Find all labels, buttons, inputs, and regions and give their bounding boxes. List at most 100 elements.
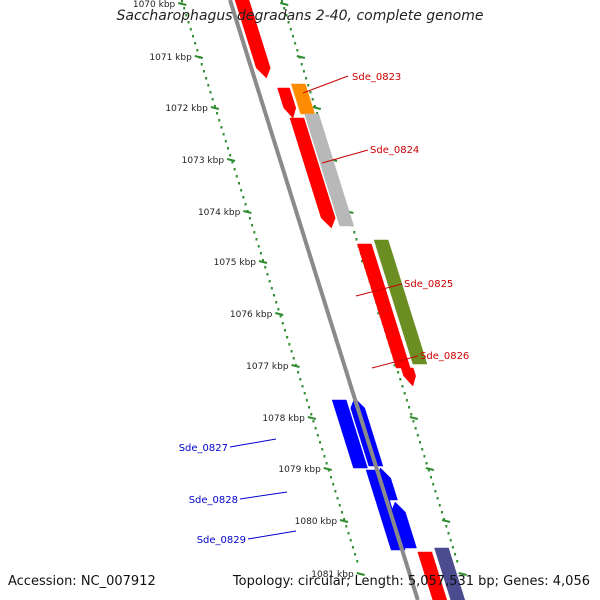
ruler-dot [281, 322, 284, 325]
gene-label: Sde_0827 [179, 443, 228, 454]
ruler-dots-left [181, 0, 359, 563]
ruler-tick [258, 260, 268, 264]
ruler-dot [187, 21, 190, 24]
ruler-tick-label: 1075 kbp [214, 258, 257, 268]
ruler-dot [235, 175, 238, 178]
forward-cds-feature [400, 367, 416, 387]
ruler-dot [397, 371, 400, 374]
ruler-tick-label: 1079 kbp [278, 465, 321, 475]
ruler-dot [434, 490, 437, 493]
ruler-tick-label: 1080 kbp [295, 517, 338, 527]
ruler-dot [287, 21, 290, 24]
ruler-tick [425, 467, 435, 471]
ruler-dot [349, 539, 352, 542]
ruler-dot [416, 434, 419, 437]
ruler-dot [445, 525, 448, 528]
gene-label: Sde_0824 [370, 145, 419, 156]
ruler-dot [283, 7, 286, 10]
ruler-tick [243, 210, 252, 214]
ruler-dot [251, 224, 254, 227]
gene-label: Sde_0826 [420, 351, 469, 362]
gene-leader-line [321, 149, 369, 164]
ruler-dot [451, 546, 454, 549]
ruler-dot [196, 49, 199, 52]
ruler-dot [191, 35, 194, 38]
ruler-dot [309, 91, 312, 94]
gene-label: Sde_0825 [404, 279, 453, 290]
ruler-dot [222, 133, 225, 136]
ruler-dot [305, 399, 308, 402]
accession-text: Accession: NC_007912 [8, 574, 156, 589]
ruler-tick-label: 1077 kbp [246, 362, 289, 372]
ruler-dot [270, 287, 273, 290]
ruler-dot [429, 476, 432, 479]
gene-label: Sde_0823 [352, 72, 401, 83]
ruler-dot [189, 28, 192, 31]
ruler-dot [316, 434, 319, 437]
ruler-tick [210, 106, 220, 110]
ruler-dot [286, 336, 289, 339]
ruler-dot [419, 441, 422, 444]
ruler-dot [202, 70, 205, 73]
ruler-dot [266, 273, 269, 276]
ruler-dot [310, 413, 313, 416]
ruler-dot [307, 84, 310, 87]
ruler-dot [207, 84, 210, 87]
reverse-cds-feature [331, 399, 368, 469]
genome-backbone [228, 0, 420, 600]
ruler-dot [290, 350, 293, 353]
ruler-tick [178, 2, 187, 6]
ruler-ticks: 1070 kbp 1071 kbp 1072 kbp 1073 kbp 1074 kbp… [133, 0, 467, 580]
ruler-dot [209, 91, 212, 94]
ruler-dot [336, 497, 339, 500]
ruler-dot [289, 28, 292, 31]
ruler-dot [412, 420, 415, 423]
ruler-dot [414, 427, 417, 430]
ruler-dot [325, 462, 328, 465]
ruler-dot [423, 455, 426, 458]
ruler-dot [248, 217, 251, 220]
ruler-tick [458, 572, 467, 576]
ruler-dot [264, 266, 267, 269]
reverse-cds-feature [390, 501, 417, 549]
ruler-dot [319, 441, 322, 444]
ruler-dot [277, 308, 280, 311]
ruler-dot [353, 231, 356, 234]
ruler-dot [338, 504, 341, 507]
ruler-dot [185, 14, 188, 17]
ruler-dot [285, 14, 288, 17]
ruler-dot [340, 511, 343, 514]
ruler-dot [300, 63, 303, 66]
ruler-tick-label: 1071 kbp [149, 53, 192, 63]
ruler-dot [231, 161, 234, 164]
ruler-tick-label: 1076 kbp [230, 310, 273, 320]
ruler-dot [281, 0, 283, 3]
ruler-tick [441, 519, 451, 523]
ruler-tick-label: 1070 kbp [133, 0, 176, 10]
ruler-dot [218, 119, 221, 122]
ruler-dot [312, 420, 315, 423]
ruler-tick [275, 312, 284, 316]
ruler-tick [339, 519, 349, 523]
ruler-dot [183, 7, 186, 10]
ruler-dot [292, 357, 295, 360]
ruler-tick [323, 467, 333, 471]
forward-gene-feature [373, 239, 428, 365]
forward-cds-feature [289, 117, 336, 229]
ruler-dot [211, 98, 214, 101]
ruler-tick [409, 416, 419, 420]
ruler-dot [443, 518, 446, 521]
ruler-dot [301, 385, 304, 388]
ruler-dot [351, 546, 354, 549]
ruler-dot [229, 154, 232, 157]
ruler-dot [297, 371, 300, 374]
ruler-tick-label: 1081 kbp [311, 570, 354, 580]
ruler-dot [343, 518, 346, 521]
ruler-dot [302, 70, 305, 73]
ruler-dot [427, 469, 430, 472]
ruler-dot [288, 343, 291, 346]
ruler-dot [436, 497, 439, 500]
ruler-dot [425, 462, 428, 465]
ruler-dot [268, 280, 271, 283]
